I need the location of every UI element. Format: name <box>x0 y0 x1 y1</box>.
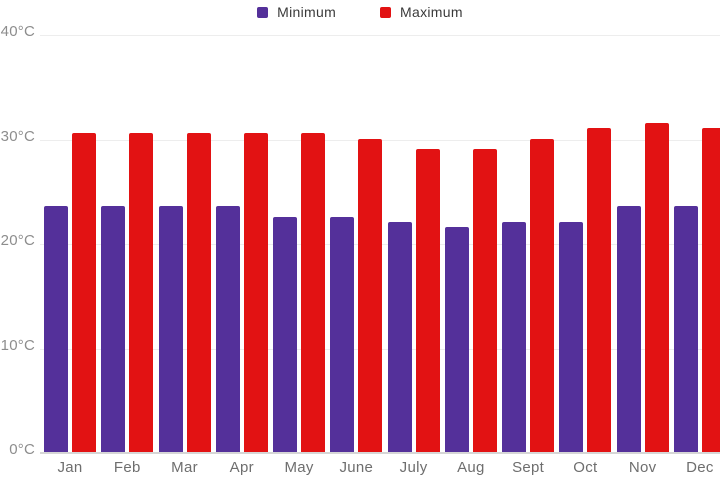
bar-maximum-nov <box>644 122 669 452</box>
legend-item-minimum[interactable]: Minimum <box>257 4 336 20</box>
y-tick-30degC: 30°C <box>0 127 35 145</box>
bar-group-feb <box>101 36 154 452</box>
x-tick-may: May <box>284 459 314 476</box>
y-tick-10degC: 10°C <box>0 336 35 354</box>
bar-group-mar <box>158 36 211 452</box>
bar-minimum-sept <box>502 222 527 452</box>
legend-label-minimum: Minimum <box>277 4 337 20</box>
bar-group-apr <box>215 36 268 452</box>
legend-item-maximum[interactable]: Maximum <box>380 4 463 20</box>
legend-label-maximum: Maximum <box>400 4 463 20</box>
bar-maximum-june <box>358 138 383 452</box>
x-tick-aug: Aug <box>457 459 485 476</box>
bar-minimum-aug <box>444 227 469 452</box>
bar-group-nov <box>616 36 669 452</box>
bar-minimum-jan <box>44 206 68 452</box>
y-axis-labels: 0°C 10°C 20°C 30°C 40°C <box>0 23 37 458</box>
bar-minimum-oct <box>559 222 584 452</box>
minimum-swatch-icon <box>257 6 269 18</box>
x-tick-apr: Apr <box>229 459 254 476</box>
bar-minimum-mar <box>158 206 183 452</box>
bar-maximum-oct <box>587 128 612 452</box>
x-tick-feb: Feb <box>113 459 141 476</box>
maximum-swatch-icon <box>380 6 392 18</box>
bar-minimum-may <box>273 216 298 452</box>
x-axis-baseline <box>40 452 720 454</box>
bar-minimum-apr <box>215 206 240 452</box>
bar-group-may <box>273 36 326 452</box>
x-tick-sept: Sept <box>512 459 545 476</box>
y-tick-0degC: 0°C <box>9 441 35 458</box>
bar-maximum-mar <box>186 133 211 452</box>
bar-maximum-july <box>415 148 440 452</box>
bars <box>44 36 720 452</box>
bar-maximum-jan <box>72 133 96 452</box>
x-tick-nov: Nov <box>628 459 657 476</box>
bar-group-aug <box>444 36 497 452</box>
x-tick-oct: Oct <box>573 459 598 476</box>
x-axis-labels: Jan Feb Mar Apr May June July Aug Sept Oct Nov Dec <box>44 457 720 479</box>
bar-minimum-dec <box>673 206 698 452</box>
y-tick-40degC: 40°C <box>0 23 35 40</box>
y-tick-20degC: 20°C <box>0 232 35 249</box>
bar-group-jan <box>44 36 96 452</box>
bar-group-dec <box>673 36 720 452</box>
x-tick-jan: Jan <box>57 459 83 476</box>
x-tick-june: June <box>339 459 374 476</box>
x-tick-dec: Dec <box>686 459 714 476</box>
bar-maximum-apr <box>243 133 268 452</box>
bar-maximum-aug <box>472 148 497 452</box>
bar-minimum-feb <box>101 206 126 452</box>
bar-minimum-nov <box>616 206 641 452</box>
gridline-40degC <box>40 35 720 36</box>
bar-minimum-july <box>387 222 412 452</box>
bar-maximum-may <box>301 133 326 452</box>
chart-legend: Minimum Maximum <box>0 3 720 21</box>
bar-group-sept <box>502 36 555 452</box>
bar-maximum-sept <box>530 138 555 452</box>
bar-group-june <box>330 36 383 452</box>
x-tick-mar: Mar <box>171 459 198 476</box>
bar-maximum-dec <box>701 128 720 452</box>
x-tick-july: July <box>399 459 428 476</box>
bar-maximum-feb <box>129 133 154 452</box>
bar-group-july <box>387 36 440 452</box>
bar-minimum-june <box>330 216 355 452</box>
bar-group-oct <box>559 36 612 452</box>
